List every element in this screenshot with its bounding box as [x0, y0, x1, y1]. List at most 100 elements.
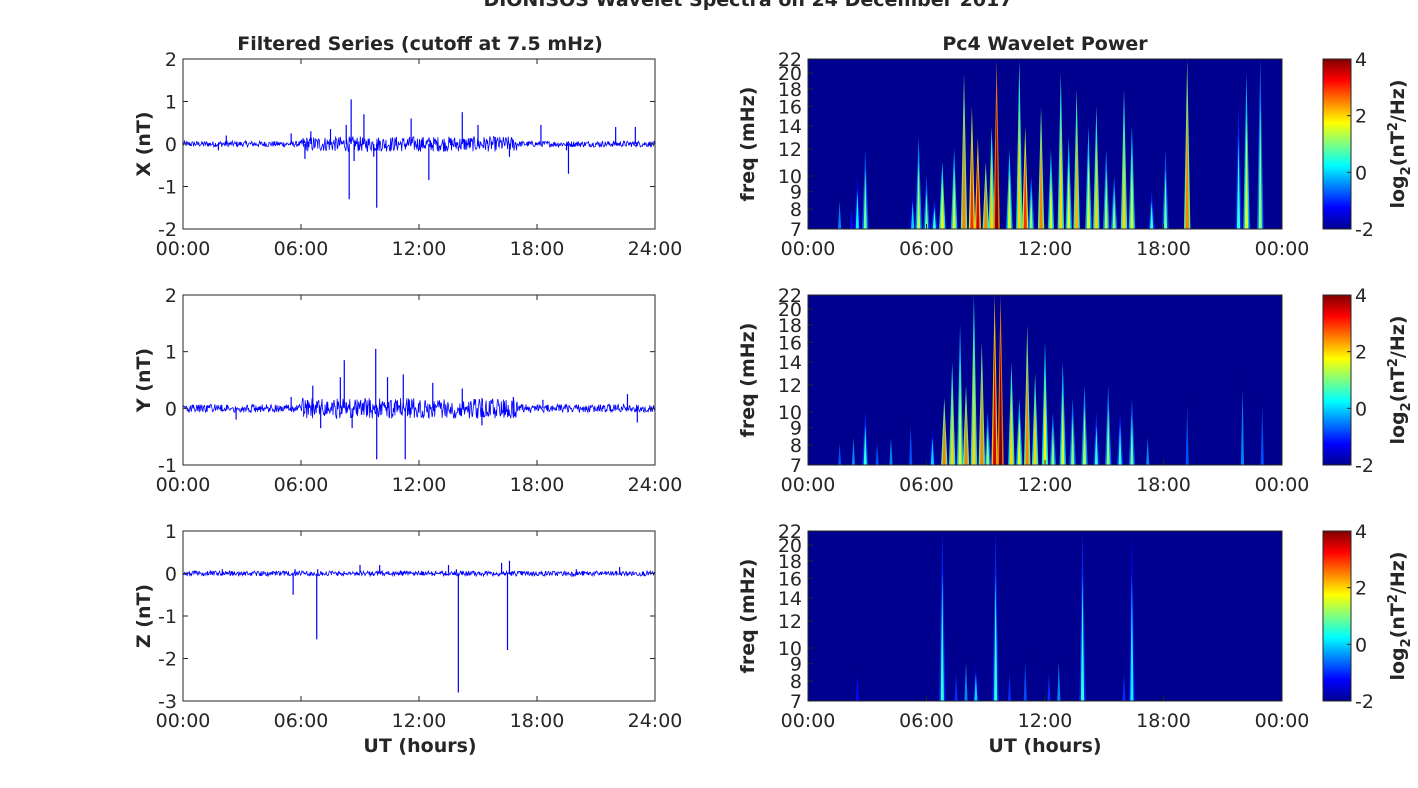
heatmap-burst-core — [1025, 359, 1029, 465]
x-tick-label: 24:00 — [628, 238, 683, 260]
heatmap-burst-core — [1017, 101, 1021, 229]
x-tick-label: 00:00 — [1255, 238, 1310, 260]
y-tick-label: 22 — [778, 49, 802, 71]
colorbar — [1322, 58, 1352, 230]
heatmap-burst-core — [954, 673, 958, 701]
x-tick-label: 00:00 — [781, 238, 836, 260]
series-line-noise — [182, 569, 656, 578]
heatmap-burst-core — [1094, 425, 1098, 465]
heatmap-cells — [836, 59, 1264, 229]
left-column-title: Filtered Series (cutoff at 7.5 mHz) — [237, 33, 603, 55]
heatmap-burst-core — [980, 372, 984, 465]
y-tick-label: -2 — [158, 649, 177, 671]
heatmap-burst-core — [1185, 101, 1189, 229]
y-tick-label: 22 — [778, 285, 802, 307]
colorbar-tick-label: 0 — [1355, 634, 1367, 656]
heatmap-burst-core — [964, 404, 968, 465]
y-axis-label: Z (nT) — [133, 584, 155, 648]
heatmap-burst-core — [1051, 425, 1055, 465]
heatmap-burst-core — [1061, 387, 1065, 465]
y-tick-label: 9 — [790, 182, 802, 204]
heatmap-burst-core — [940, 178, 944, 229]
heatmap-burst-core — [838, 201, 842, 229]
heatmap-burst-core — [1112, 189, 1116, 229]
heatmap-burst-core — [849, 207, 854, 229]
heatmap-burst-core — [1039, 136, 1043, 229]
x-tick-label: 18:00 — [510, 710, 565, 732]
heatmap-burst-core — [1029, 189, 1033, 229]
y-tick-label: -2 — [158, 219, 177, 241]
y-tick-label: 16 — [778, 568, 802, 590]
heatmap-burst-core — [875, 443, 879, 465]
heatmap-burst-core — [1067, 160, 1071, 229]
y-tick-label: -3 — [158, 691, 177, 713]
heatmap-burst-core — [1094, 136, 1098, 229]
plot-area — [183, 531, 655, 701]
heatmap-burst-core — [1122, 673, 1126, 701]
heatmap-burst-core — [984, 178, 988, 229]
y-tick-label: 8 — [790, 199, 802, 221]
x-tick-label: 00:00 — [1255, 474, 1310, 496]
y-tick-label: 0 — [165, 564, 177, 586]
x-tick-label: 12:00 — [392, 710, 447, 732]
panel-y-line: 2 1 0 -100:00 06:00 12:00 18:00 24:00 Y (nT) — [133, 285, 682, 496]
y-axis-label: X (nT) — [133, 111, 155, 176]
heatmap-burst-core — [909, 425, 913, 465]
colorbar-tick-label: 2 — [1355, 578, 1367, 600]
heatmap-burst-core — [1059, 112, 1063, 229]
y-tick-label: 12 — [778, 375, 802, 397]
heatmap-burst-core — [1086, 151, 1091, 229]
heatmap-burst-core — [986, 425, 990, 465]
x-tick-label: 18:00 — [1136, 238, 1191, 260]
x-tick-label: 00:00 — [781, 474, 836, 496]
y-tick-label: 18 — [778, 315, 802, 337]
left-x-axis-label: UT (hours) — [363, 735, 476, 757]
right-x-axis-label: UT (hours) — [988, 735, 1101, 757]
heatmap-burst-core — [1080, 573, 1085, 701]
heatmap-burst-core — [990, 151, 994, 229]
heatmap-burst-core — [1130, 573, 1134, 701]
heatmap-burst-core — [974, 673, 978, 701]
heatmap-burst-core — [964, 661, 968, 701]
heatmap-burst-core — [952, 168, 956, 229]
colorbar-label: log2(nT2/Hz) — [1386, 551, 1414, 680]
heatmap-burst-core — [1057, 661, 1061, 701]
y-tick-label: 20 — [778, 63, 802, 85]
y-axis-label: freq (mHz) — [737, 87, 759, 202]
right-column-title: Pc4 Wavelet Power — [942, 33, 1148, 55]
heatmap-burst-core — [942, 414, 946, 465]
y-axis-label: Y (nT) — [133, 348, 155, 413]
y-tick-label: 14 — [778, 116, 802, 138]
heatmap-burst-core — [1185, 404, 1189, 465]
colorbar-tick-label: 2 — [1355, 342, 1367, 364]
heatmap-burst-core — [838, 443, 842, 465]
heatmap-burst-core — [998, 337, 1003, 465]
x-tick-label: 06:00 — [899, 238, 954, 260]
colorbar-tick-label: 4 — [1355, 285, 1367, 307]
y-tick-label: 16 — [778, 96, 802, 118]
heatmap-burst-core — [993, 337, 997, 465]
y-tick-label: 2 — [165, 49, 177, 71]
y-tick-label: 9 — [790, 418, 802, 440]
y-tick-label: 0 — [165, 398, 177, 420]
heatmap-burst-core — [863, 425, 867, 465]
y-tick-label: 10 — [778, 638, 802, 660]
y-tick-label: 2 — [165, 285, 177, 307]
heatmap-cells — [854, 531, 1136, 701]
y-tick-label: 12 — [778, 611, 802, 633]
heatmap-burst-core — [930, 437, 935, 465]
heatmap-burst-core — [1047, 673, 1051, 701]
heatmap-burst-core — [1043, 372, 1047, 465]
y-tick-label: 0 — [165, 134, 177, 156]
heatmap-burst-core — [911, 201, 915, 229]
series-line-noise — [182, 135, 656, 153]
x-tick-label: 06:00 — [899, 474, 954, 496]
heatmap-burst-core — [924, 189, 929, 229]
x-tick-label: 06:00 — [274, 474, 329, 496]
colorbar-tick-label: 4 — [1355, 49, 1367, 71]
heatmap-burst-core — [976, 160, 980, 229]
y-tick-label: 18 — [778, 79, 802, 101]
colorbar-label: log2(nT2/Hz) — [1386, 79, 1414, 208]
